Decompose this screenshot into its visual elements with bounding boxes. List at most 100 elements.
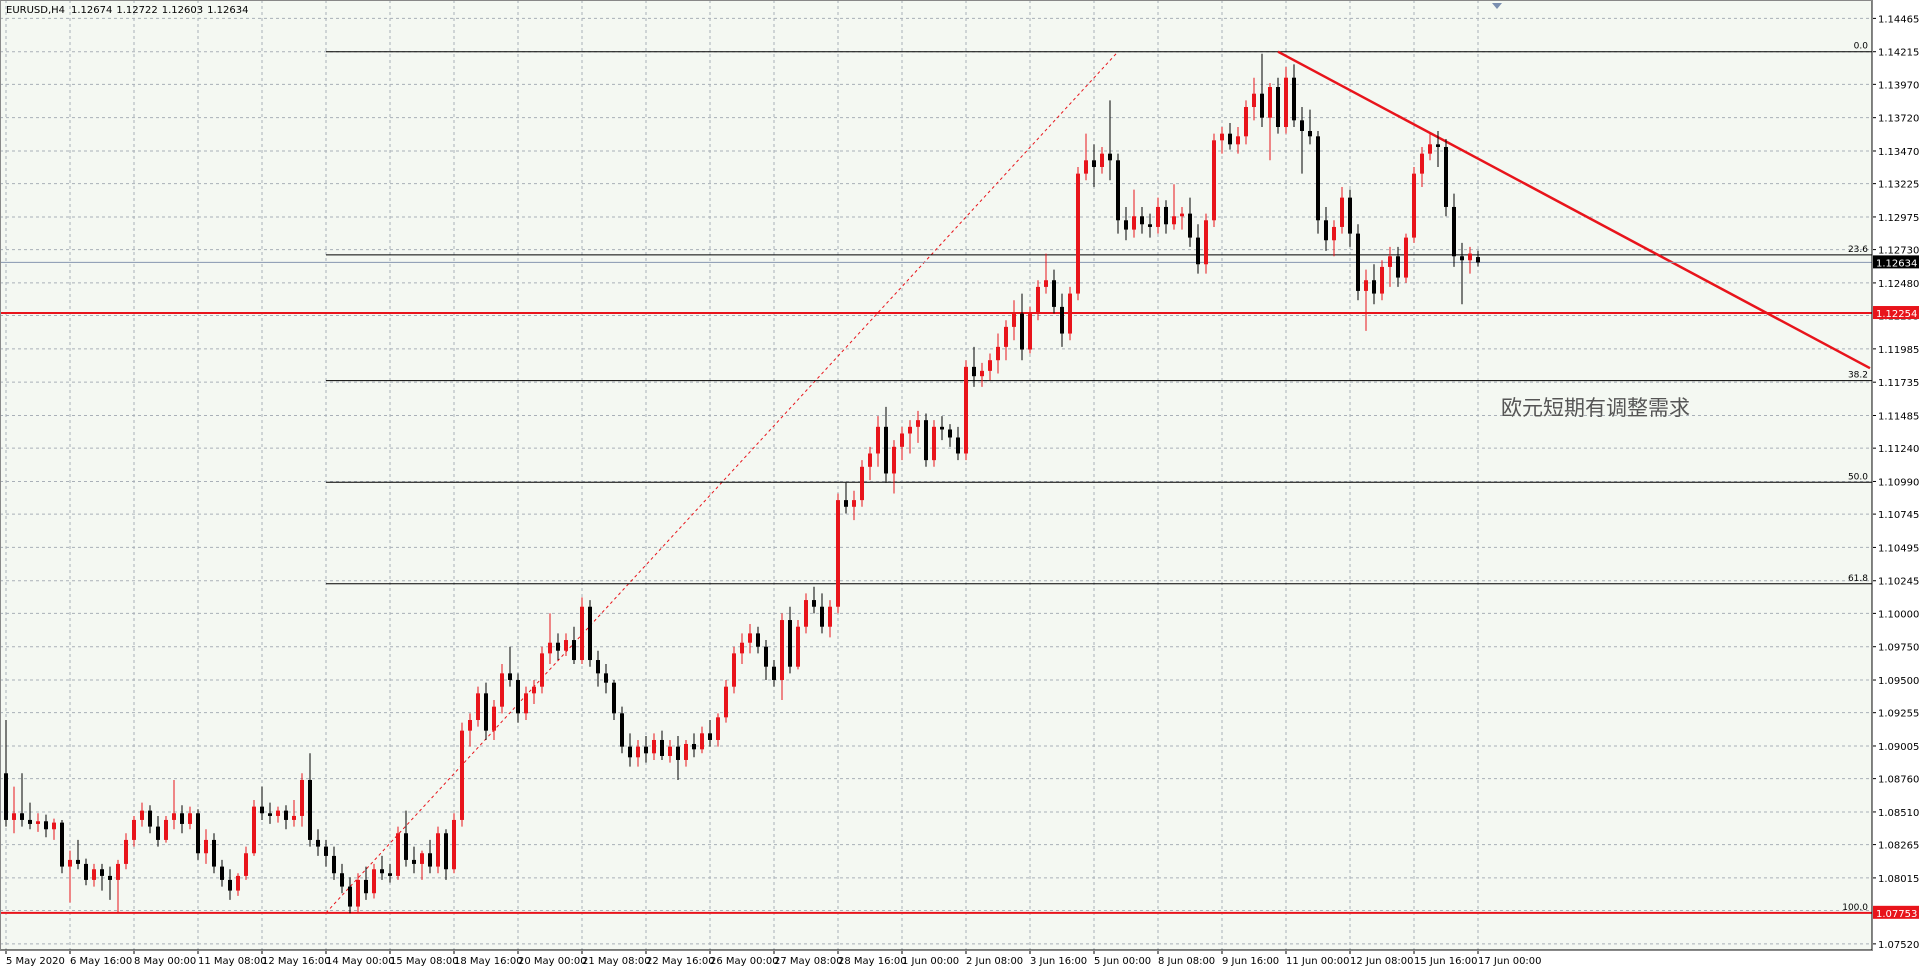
candle-body [204,839,208,854]
candle-body [1468,253,1472,261]
plot-border [0,0,1873,951]
candle-body [932,426,936,461]
candle-body [780,620,784,681]
x-tick-label: 26 May 00:00 [710,956,779,967]
fib-label: 0.0 [1854,42,1869,52]
scroll-marker[interactable] [1492,3,1502,9]
candle-body [332,855,336,874]
ohlc-open: 1.12674 [71,5,112,16]
candle-body [132,819,136,840]
candle-body [524,693,528,714]
candle-body [964,366,968,454]
y-tick-label: 1.10745 [1878,510,1919,521]
candle-body [364,879,368,894]
candle-body [700,733,704,750]
candle-body [1292,77,1296,121]
bid-box-label: 1.12634 [1876,258,1917,269]
candle-body [108,875,112,880]
candle-body [1180,213,1184,217]
candle-body [52,822,56,830]
candle-body [940,426,944,430]
candle-body [228,879,232,891]
candle-body [476,693,480,720]
candle-body [1380,266,1384,294]
candle-body [1420,153,1424,174]
candle-body [828,606,832,627]
x-tick-label: 5 Jun 00:00 [1094,956,1151,967]
candle-body [12,813,16,820]
y-tick-label: 1.08510 [1878,808,1919,819]
candle-body [756,633,760,647]
candle-body [572,640,576,661]
candle-body [1412,173,1416,238]
y-tick-label: 1.14215 [1878,48,1919,59]
y-tick-label: 1.07520 [1878,940,1919,951]
y-tick-label: 1.11240 [1878,444,1919,455]
y-tick-label: 1.11485 [1878,412,1919,423]
candle-body [1284,77,1288,127]
candle-body [732,653,736,687]
candle-body [1084,160,1088,174]
bid-box [1873,255,1919,269]
candle-body [764,646,768,667]
candle-body [684,743,688,760]
candle-body [988,360,992,371]
candle-body [1428,144,1432,154]
y-tick-label: 1.11985 [1878,345,1919,356]
candle-body [716,717,720,740]
candle-body [724,686,728,718]
candle-body [220,866,224,880]
candle-body [252,806,256,854]
y-tick-label: 1.13720 [1878,114,1919,125]
candle-body [924,420,928,461]
x-tick-label: 5 May 2020 [6,956,65,967]
ohlc-high: 1.12722 [116,5,157,16]
y-tick-label: 1.08760 [1878,775,1919,786]
candle-body [788,620,792,667]
candle-body [1172,216,1176,225]
candle-body [1476,257,1480,263]
candle-body [668,746,672,756]
candle-body [972,366,976,377]
candle-body [1228,133,1232,145]
y-tick-label: 1.14465 [1878,14,1919,25]
candle-body [948,429,952,438]
candle-body [1236,136,1240,145]
fib-label: 38.2 [1848,371,1868,381]
candle-body [604,673,608,683]
candle-body [1340,197,1344,227]
y-tick-label: 1.11735 [1878,378,1919,389]
candle-body [452,819,456,870]
y-tick-label: 1.12975 [1878,213,1919,224]
candle-body [1268,87,1272,118]
candle-body [1164,206,1168,225]
candle-body [708,733,712,740]
candle-body [148,810,152,827]
candle-body [740,642,744,654]
candle-body [460,730,464,820]
x-tick-label: 11 Jun 00:00 [1286,956,1350,967]
candle-body [1052,280,1056,307]
candle-body [1204,220,1208,265]
candle-body [84,863,88,880]
candle-body [1076,173,1080,294]
y-tick-label: 1.09255 [1878,709,1919,720]
candle-body [548,642,552,654]
candle-body [1244,107,1248,137]
y-tick-label: 1.13225 [1878,180,1919,191]
candle-body [644,746,648,754]
candle-body [556,642,560,651]
candle-body [692,743,696,750]
candle-body [404,833,408,860]
candle-body [1020,313,1024,350]
candle-body [1188,213,1192,238]
candle-body [508,673,512,681]
candle-body [388,873,392,876]
candle-body [868,453,872,467]
candle-body [676,746,680,760]
candle-body [28,819,32,824]
x-tick-label: 12 May 16:00 [262,956,331,967]
x-tick-label: 3 Jun 16:00 [1030,956,1087,967]
